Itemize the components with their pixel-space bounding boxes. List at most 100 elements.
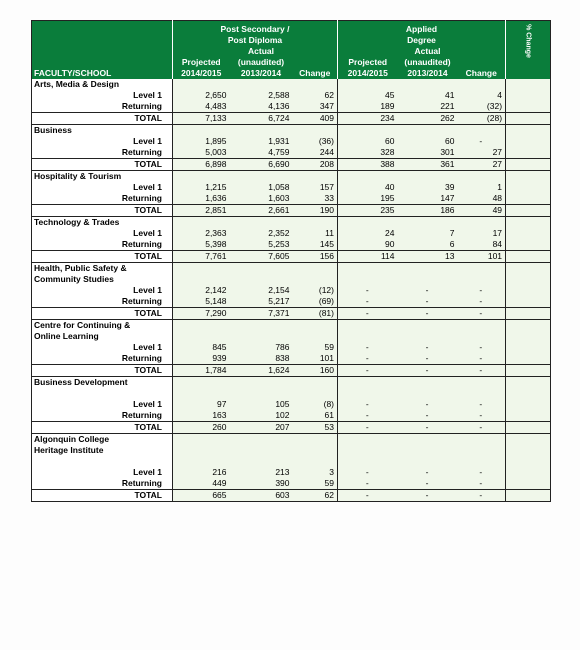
section-header-row: Business Development	[31, 376, 551, 388]
empty-cell	[505, 79, 551, 90]
empty-cell	[505, 170, 551, 182]
value-cell: 7,133	[172, 112, 230, 125]
value-cell: 163	[172, 410, 230, 422]
pct-change-cell	[505, 204, 551, 217]
value-cell: 5,253	[229, 239, 293, 251]
value-cell: 13	[397, 250, 458, 263]
value-cell: -	[457, 478, 506, 490]
value-cell: 7	[397, 228, 458, 239]
empty-cell	[172, 331, 230, 342]
ps-year-2: 2013/2014	[229, 68, 293, 79]
row-label: Returning	[31, 147, 173, 159]
faculty-header: FACULTY/SCHOOL	[31, 68, 173, 79]
value-cell: 24	[337, 228, 398, 239]
value-cell: 1,603	[229, 193, 293, 205]
section-name: Business Development	[31, 376, 173, 388]
value-cell: -	[337, 421, 398, 434]
section-header-row	[31, 388, 551, 399]
value-cell: 786	[229, 342, 293, 353]
empty-cell	[397, 79, 458, 90]
value-cell: -	[337, 489, 398, 502]
ad-change-header: Change	[457, 68, 506, 79]
empty-cell	[457, 124, 506, 136]
value-cell: 665	[172, 489, 230, 502]
section-header-row: Heritage Institute	[31, 445, 551, 456]
table-row: TOTAL 7,290 7,371 (81) - - -	[31, 307, 551, 320]
section-header-row: Health, Public Safety &	[31, 262, 551, 274]
empty-cell	[292, 262, 338, 274]
table-row: Level 1 2,142 2,154 (12) - - -	[31, 285, 551, 296]
value-cell: -	[457, 136, 506, 147]
table-row: TOTAL 665 603 62- - -	[31, 489, 551, 502]
value-cell: 2,650	[172, 90, 230, 101]
value-cell: 17	[457, 228, 506, 239]
value-cell: 260	[172, 421, 230, 434]
pct-change-cell	[505, 410, 551, 422]
empty-cell	[337, 433, 398, 445]
value-cell: 62	[292, 90, 338, 101]
value-cell: 1,636	[172, 193, 230, 205]
ps-year-1: 2014/2015	[172, 68, 230, 79]
value-cell: 221	[397, 101, 458, 113]
empty-cell	[229, 274, 293, 285]
value-cell: 6,690	[229, 158, 293, 171]
value-cell: 60	[397, 136, 458, 147]
table-row: Returning 4,483 4,136 347 189 221 (32)	[31, 101, 551, 113]
value-cell: -	[457, 410, 506, 422]
table-row: Level 1 97 105 (8) - - -	[31, 399, 551, 410]
table-body: Arts, Media & Design Level 1 2,650 2,588 62 4…	[31, 79, 551, 502]
value-cell: 388	[337, 158, 398, 171]
row-label: Level 1	[31, 90, 173, 101]
value-cell: 361	[397, 158, 458, 171]
section-name: Health, Public Safety &	[31, 262, 173, 274]
row-label: TOTAL	[31, 204, 173, 217]
value-cell: 105	[229, 399, 293, 410]
value-cell: 845	[172, 342, 230, 353]
enrolment-table: Post Secondary / Applied % Change Post D…	[31, 20, 552, 502]
empty-cell	[229, 79, 293, 90]
value-cell: 27	[457, 147, 506, 159]
value-cell: 195	[337, 193, 398, 205]
empty-cell	[397, 319, 458, 331]
value-cell: -	[397, 364, 458, 377]
row-label: TOTAL	[31, 364, 173, 377]
value-cell: -	[397, 478, 458, 490]
value-cell: 409	[292, 112, 338, 125]
value-cell: 60	[337, 136, 398, 147]
empty-cell	[457, 79, 506, 90]
section-name	[31, 456, 173, 467]
value-cell: -	[337, 296, 398, 308]
value-cell: 1,784	[172, 364, 230, 377]
empty-cell	[505, 262, 551, 274]
empty-cell	[292, 124, 338, 136]
empty-cell	[505, 433, 551, 445]
row-label: TOTAL	[31, 489, 173, 502]
ps-projected: Projected	[172, 57, 230, 68]
table-row: Returning 939 838 101- - -	[31, 353, 551, 365]
empty-cell	[457, 456, 506, 467]
value-cell: 2,588	[229, 90, 293, 101]
empty-cell	[229, 376, 293, 388]
value-cell: -	[397, 285, 458, 296]
empty-cell	[229, 456, 293, 467]
value-cell: -	[397, 410, 458, 422]
section-header-row: Business	[31, 124, 551, 136]
value-cell: 97	[172, 399, 230, 410]
row-label: Returning	[31, 193, 173, 205]
pct-change-cell	[505, 136, 551, 147]
pct-change-cell	[505, 307, 551, 320]
ad-actual: Actual	[397, 46, 458, 57]
value-cell: -	[337, 399, 398, 410]
value-cell: 41	[397, 90, 458, 101]
pct-change-cell	[505, 182, 551, 193]
empty-cell	[229, 262, 293, 274]
table-row: Level 1 845 786 59- - -	[31, 342, 551, 353]
value-cell: 48	[457, 193, 506, 205]
pct-change-cell	[505, 399, 551, 410]
value-cell: 5,398	[172, 239, 230, 251]
value-cell: 189	[337, 101, 398, 113]
empty-cell	[397, 445, 458, 456]
empty-cell	[505, 445, 551, 456]
empty-cell	[505, 319, 551, 331]
value-cell: 27	[457, 158, 506, 171]
